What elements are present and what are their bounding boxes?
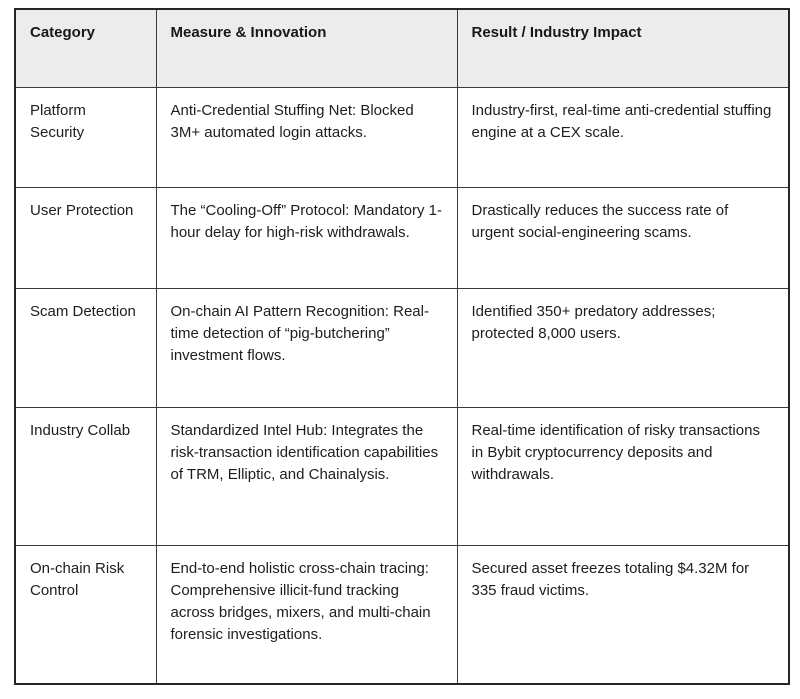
- table-row: Industry Collab Standardized Intel Hub: …: [14, 406, 790, 546]
- cell-category: Platform Security: [14, 86, 157, 188]
- table-row: User Protection The “Cooling-Off” Protoc…: [14, 186, 790, 289]
- cell-measure: Standardized Intel Hub: Integrates the r…: [155, 406, 458, 546]
- cell-category: Scam Detection: [14, 287, 157, 408]
- cell-measure: The “Cooling-Off” Protocol: Mandatory 1-…: [155, 186, 458, 289]
- table-row: Scam Detection On-chain AI Pattern Recog…: [14, 287, 790, 408]
- cell-result: Real-time identification of risky transa…: [456, 406, 790, 546]
- cell-result: Industry-first, real-time anti-credentia…: [456, 86, 790, 188]
- cell-result: Secured asset freezes totaling $4.32M fo…: [456, 544, 790, 685]
- cell-measure: Anti-Credential Stuffing Net: Blocked 3M…: [155, 86, 458, 188]
- table-header-row: Category Measure & Innovation Result / I…: [14, 8, 790, 88]
- header-cell-result: Result / Industry Impact: [456, 8, 790, 88]
- cell-result: Drastically reduces the success rate of …: [456, 186, 790, 289]
- cell-category: On-chain Risk Control: [14, 544, 157, 685]
- security-measures-table: Category Measure & Innovation Result / I…: [14, 8, 790, 685]
- header-cell-measure: Measure & Innovation: [155, 8, 458, 88]
- header-cell-category: Category: [14, 8, 157, 88]
- table-row: On-chain Risk Control End-to-end holisti…: [14, 544, 790, 685]
- cell-category: Industry Collab: [14, 406, 157, 546]
- table-row: Platform Security Anti-Credential Stuffi…: [14, 86, 790, 188]
- cell-category: User Protection: [14, 186, 157, 289]
- cell-measure: End-to-end holistic cross-chain tracing:…: [155, 544, 458, 685]
- cell-result: Identified 350+ predatory addresses; pro…: [456, 287, 790, 408]
- cell-measure: On-chain AI Pattern Recognition: Real-ti…: [155, 287, 458, 408]
